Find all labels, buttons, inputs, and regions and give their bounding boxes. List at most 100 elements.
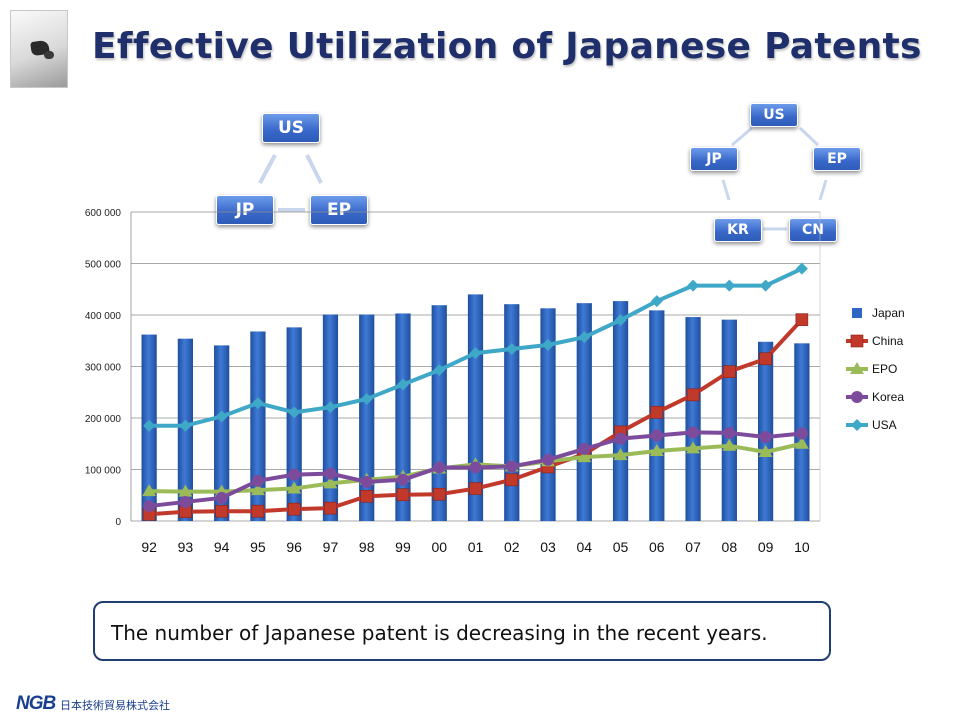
legend-label: Japan [872,306,905,320]
point-china [287,502,301,516]
x-tick-label: 97 [323,539,339,555]
point-usa [324,401,337,414]
legend-label: USA [872,418,897,432]
x-axis: 92 93 94 95 96 97 98 99 00 01 02 03 04 05 06 07 08 09 10 [141,539,810,555]
point-epo [577,450,592,463]
x-tick-label: 94 [214,539,230,555]
note-box: The number of Japanese patent is decreas… [93,601,831,661]
point-korea [505,460,518,473]
point-china [759,352,772,366]
bar-japan [359,314,375,521]
x-tick-label: 93 [178,539,194,555]
point-epo [178,484,193,497]
point-usa [795,262,808,275]
x-tick-label: 10 [794,539,810,555]
node-us-right: US [750,103,798,127]
point-epo [794,436,809,449]
point-korea [723,426,736,439]
point-epo [722,438,737,451]
legend-label: EPO [872,362,897,376]
point-korea [179,495,192,508]
point-china [650,406,664,419]
x-tick-label: 06 [649,539,665,555]
x-tick-label: 04 [577,539,593,555]
point-epo [250,483,265,496]
point-usa [759,279,772,292]
bar-japan [721,319,737,521]
point-korea [360,475,373,488]
point-china [469,482,482,495]
y-tick-label: 0 [115,517,121,528]
x-tick-label: 96 [286,539,302,555]
point-usa [650,295,663,308]
point-epo [613,448,628,461]
logo-photo [10,10,68,88]
point-china [723,365,736,378]
bar-japan [395,313,411,521]
point-china [396,488,410,502]
point-usa [288,406,301,419]
point-korea [396,473,409,486]
point-epo [649,443,664,456]
point-usa [542,338,555,351]
point-usa [469,347,482,360]
point-usa [505,342,518,355]
point-korea [143,500,156,513]
ngb-logo-text: NGB [16,693,56,714]
x-tick-label: 95 [250,539,266,555]
bar-japan [576,303,592,521]
node-ep-left: EP [310,195,368,225]
point-usa [433,364,446,377]
logo-mark-dot [44,51,54,59]
point-korea [251,474,264,487]
y-tick-label: 600 000 [85,208,122,219]
point-epo [758,444,773,457]
point-korea [433,461,446,474]
x-tick-label: 05 [613,539,629,555]
point-usa [687,279,700,292]
x-tick-label: 07 [685,539,701,555]
x-tick-label: 02 [504,539,520,555]
point-korea [759,431,772,444]
point-korea [215,491,228,504]
slide-title: Effective Utilization of Japanese Patent… [92,26,922,67]
point-usa [215,410,228,423]
point-china [215,504,228,518]
point-china [686,388,700,402]
x-tick-label: 00 [431,539,447,555]
x-tick-label: 99 [395,539,411,555]
point-usa [251,397,264,410]
x-tick-label: 98 [359,539,375,555]
point-epo [686,441,701,454]
point-china [324,501,337,515]
y-axis: 0 100 000 200 000 300 000 400 000 500 000 600 … [85,208,122,528]
bar-japan [250,331,266,521]
x-tick-label: 01 [468,539,484,555]
bar-japan [612,301,629,521]
point-korea [687,426,700,439]
point-china [432,487,446,501]
legend-label: Korea [872,390,904,404]
point-usa [614,314,627,327]
point-usa [578,331,591,344]
point-korea [795,427,808,440]
point-epo [287,481,302,494]
bar-japan [322,314,339,521]
point-usa [396,378,409,391]
point-korea [288,468,301,481]
bar-japan [685,317,701,521]
node-us-left: US [262,113,320,143]
series-lines [142,262,809,521]
legend: Japan China EPO Korea USA [846,306,905,432]
legend-marker-usa [851,419,863,431]
point-korea [324,467,337,480]
x-tick-label: 08 [722,539,738,555]
x-tick-label: 92 [141,539,157,555]
point-korea [469,461,482,474]
legend-marker-epo [850,362,864,374]
legend-marker-china [850,334,864,348]
bar-japan [504,304,520,521]
y-tick-label: 100 000 [85,466,122,477]
y-tick-label: 500 000 [85,260,122,271]
point-epo [142,484,157,497]
